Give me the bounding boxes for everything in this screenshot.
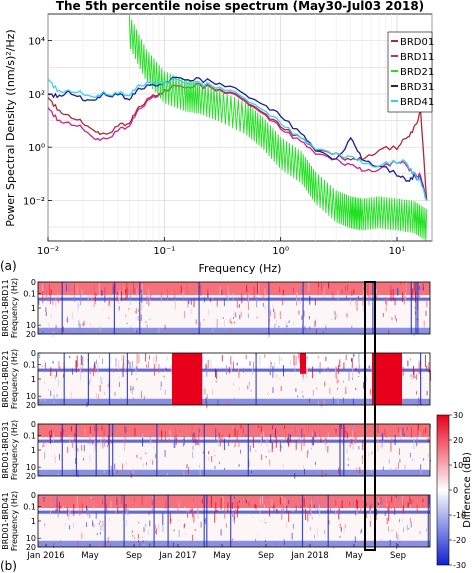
- colorbar-scale: [436, 414, 450, 566]
- colorbar-tick-label: 30: [453, 411, 463, 420]
- colorbar-tick-label: -20: [453, 536, 466, 545]
- y-tick-label-a: 10²: [28, 90, 45, 101]
- y-tick-label-b: 1: [31, 446, 36, 455]
- series-line-brd41: [48, 77, 428, 201]
- legend-label-brd01: BRD01: [400, 37, 434, 48]
- y-tick-label-b: 1: [31, 375, 36, 384]
- x-tick-label-a: 10¹: [389, 246, 406, 257]
- x-tick-label-a: 10⁻²: [37, 246, 59, 257]
- colorbar-tick-label: -10: [453, 511, 466, 520]
- x-tick-label-b: May: [345, 551, 363, 561]
- highlight-window-box: [364, 281, 376, 551]
- x-tick-label-b: Jan 2018: [290, 551, 328, 561]
- legend-label-brd11: BRD11: [400, 52, 434, 63]
- y-tick-label-b: 0.1: [23, 289, 36, 298]
- colorbar-tick-label: 0: [453, 486, 458, 495]
- y-tick-label-b: 0.1: [23, 360, 36, 369]
- x-tick-label-a: 10⁻¹: [153, 246, 175, 257]
- y-tick-label-b: 20: [26, 472, 36, 481]
- y-tick-label-b: 10: [26, 463, 36, 472]
- row-label: BRD01-BRD21: [1, 350, 10, 407]
- legend-label-brd21: BRD21: [400, 67, 434, 78]
- row-ylabel: Frequency (Hz): [10, 278, 19, 338]
- x-tick-label-b: Sep: [258, 551, 274, 561]
- x-tick-label-b: Sep: [126, 551, 142, 561]
- series-line-brd21: [128, 14, 428, 241]
- y-tick-label-b: 1: [31, 517, 36, 526]
- y-tick-label-b: 0: [31, 491, 36, 500]
- y-tick-label-b: 10: [26, 534, 36, 543]
- y-tick-label-a: 10⁻²: [23, 196, 45, 207]
- row-ylabel: Frequency (Hz): [10, 420, 19, 480]
- y-tick-label-b: 0: [31, 349, 36, 358]
- legend-label-brd41: BRD41: [400, 97, 434, 108]
- colorbar-label: Difference (dB): [462, 452, 473, 528]
- y-tick-label-b: 20: [26, 401, 36, 410]
- row-label: BRD01-BRD11: [1, 279, 10, 336]
- series-group: [48, 14, 428, 241]
- series-line-brd11: [48, 83, 428, 201]
- x-axis-label-a: Frequency (Hz): [199, 262, 282, 275]
- y-axis-label-a: Power Spectral Density ((nm/s)²/Hz): [4, 29, 17, 226]
- y-tick-label-b: 1: [31, 304, 36, 313]
- chart-title: The 5th percentile noise spectrum (May30…: [56, 0, 424, 13]
- y-tick-label-b: 0.1: [23, 431, 36, 440]
- colorbar-tick-label: 10: [453, 461, 463, 470]
- row-ylabel: Frequency (Hz): [10, 491, 19, 551]
- y-tick-label-b: 0: [31, 420, 36, 429]
- x-axis-ticks-b: Jan 2016 May Sep Jan 2017 May Sep Jan 2018 May S…: [26, 544, 406, 561]
- legend: BRD01 BRD11 BRD21 BRD31 BRD41: [387, 31, 434, 113]
- y-tick-label-b: 10: [26, 392, 36, 401]
- x-tick-label-b: May: [81, 551, 99, 561]
- x-tick-label-b: May: [213, 551, 231, 561]
- colorbar-tick-label: -30: [453, 561, 466, 570]
- y-tick-label-a: 10⁰: [28, 143, 45, 154]
- panel-letter-b: (b): [0, 559, 17, 573]
- x-tick-label-a: 10⁰: [272, 246, 289, 257]
- legend-label-brd31: BRD31: [400, 82, 434, 93]
- y-tick-label-b: 20: [26, 330, 36, 339]
- x-axis-ticks-a: 10⁻² 10⁻¹ 10⁰ 10¹: [37, 237, 405, 257]
- y-tick-label-b: 20: [26, 543, 36, 552]
- colorbar: 30 20 10 0 -10 -20 -30 Difference (dB): [436, 411, 473, 570]
- colorbar-tick-label: 20: [453, 436, 463, 445]
- y-tick-label-b: 10: [26, 321, 36, 330]
- series-line-brd31: [48, 76, 428, 201]
- row-label: BRD01-BRD41: [1, 492, 10, 549]
- y-tick-label-b: 0: [31, 278, 36, 287]
- x-tick-label-b: Jan 2017: [158, 551, 196, 561]
- x-tick-label-b: Sep: [390, 551, 406, 561]
- x-tick-label-b: Jan 2016: [26, 551, 64, 561]
- y-tick-label-b: 0.1: [23, 502, 36, 511]
- panel-letter-a: (a): [0, 259, 17, 273]
- row-label: BRD01-BRD31: [1, 421, 10, 478]
- row-ylabel: Frequency (Hz): [10, 349, 19, 409]
- y-tick-label-a: 10⁴: [28, 37, 45, 48]
- series-line-brd01: [48, 82, 428, 201]
